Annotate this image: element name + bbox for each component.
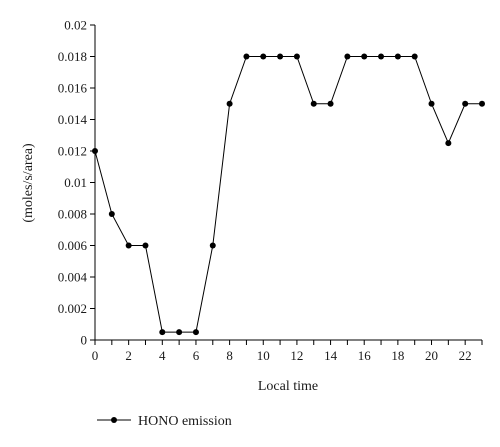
- x-tick-label: 6: [193, 348, 200, 363]
- data-point: [394, 53, 401, 60]
- y-tick-label: 0: [81, 333, 88, 348]
- x-tick-label: 2: [125, 348, 132, 363]
- y-tick-label: 0.01: [64, 175, 87, 190]
- y-tick-label: 0.012: [58, 144, 87, 159]
- y-tick-label: 0.006: [58, 238, 88, 253]
- data-point: [192, 329, 199, 336]
- plot-area: [92, 53, 485, 336]
- x-axis-title: Local time: [258, 379, 318, 394]
- data-point: [159, 329, 166, 336]
- data-point: [445, 140, 452, 147]
- data-point: [209, 242, 216, 249]
- y-tick-label: 0.02: [64, 18, 87, 33]
- data-point: [277, 53, 284, 60]
- legend-marker-swatch: [111, 417, 117, 423]
- x-tick-label: 16: [358, 348, 372, 363]
- data-point: [327, 100, 334, 107]
- y-tick-label: 0.018: [58, 49, 87, 64]
- x-tick-label: 0: [92, 348, 99, 363]
- data-point: [125, 242, 132, 249]
- x-tick-label: 18: [391, 348, 404, 363]
- data-point: [260, 53, 267, 60]
- data-point: [378, 53, 385, 60]
- x-ticks: 0 2 4 6 8 10 12 14 16 18 20 22: [92, 340, 483, 363]
- data-point: [293, 53, 300, 60]
- data-point: [243, 53, 250, 60]
- y-tick-label: 0.014: [58, 112, 88, 127]
- y-tick-label: 0.008: [58, 207, 87, 222]
- x-tick-label: 14: [324, 348, 338, 363]
- y-tick-label: 0.002: [58, 301, 87, 316]
- data-point: [479, 100, 485, 107]
- y-axis-title: (moles/s/area): [21, 143, 36, 223]
- legend-label: HONO emission: [138, 414, 232, 429]
- y-tick-label: 0.016: [58, 81, 88, 96]
- x-tick-label: 4: [159, 348, 166, 363]
- data-point: [92, 148, 98, 154]
- data-point: [226, 100, 233, 107]
- series-line-hono-emission: [94, 56, 482, 333]
- data-point: [176, 329, 183, 336]
- y-tick-label: 0.004: [58, 270, 88, 285]
- x-tick-label: 20: [425, 348, 438, 363]
- data-point: [310, 100, 317, 107]
- data-point: [108, 211, 115, 217]
- data-point: [428, 100, 435, 107]
- x-tick-label: 10: [257, 348, 270, 363]
- y-ticks: 0 0.002 0.004 0.006 0.008 0.01 0.012 0.014 0.016…: [58, 18, 95, 348]
- data-point: [361, 53, 368, 60]
- axes: [94, 25, 482, 341]
- data-point: [411, 53, 418, 60]
- legend: HONO emission: [97, 414, 232, 429]
- x-tick-label: 22: [459, 348, 472, 363]
- data-point: [142, 242, 149, 249]
- x-tick-label: 12: [290, 348, 303, 363]
- x-tick-label: 8: [226, 348, 233, 363]
- data-point: [462, 100, 469, 107]
- data-point: [344, 53, 351, 60]
